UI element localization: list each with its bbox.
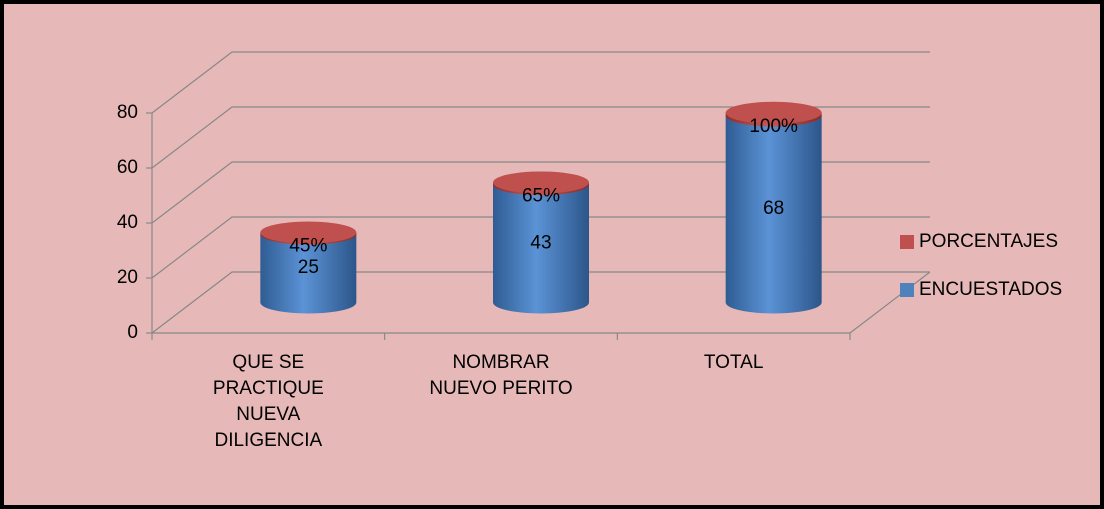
cylinder-top [725,101,822,124]
grid-line [151,216,930,279]
y-tick-label: 40 [117,212,138,233]
data-label: 45% [289,236,327,257]
grid-line [151,51,930,114]
data-label: 43 [530,232,551,253]
grid-line [151,161,930,224]
cylinder-segment [260,233,357,314]
x-tick-label: TOTAL [704,352,763,373]
cylinder-segment [493,184,589,314]
grid-line [151,271,930,334]
legend-swatch [900,235,914,249]
y-tick-label: 20 [117,267,138,288]
legend-label: ENCUESTADOS [919,279,1062,300]
x-tick-label: QUE SE PRACTIQUE NUEVA DILIGENCIA [213,352,324,451]
data-label: 100% [749,116,798,137]
x-tick-label: NOMBRAR NUEVO PERITO [429,352,572,399]
y-tick-label: 60 [117,157,138,178]
grid-line [151,106,930,169]
y-tick-label: 80 [117,102,138,123]
cylinder-segment [725,115,822,314]
cylinder-top [260,221,357,244]
cylinder-top [493,171,589,194]
legend-swatch [900,283,914,297]
y-tick-label: 0 [127,322,138,343]
legend-label: PORCENTAJES [919,231,1058,252]
data-label: 25 [298,257,319,278]
data-label: 65% [522,185,560,206]
data-label: 68 [763,198,784,219]
